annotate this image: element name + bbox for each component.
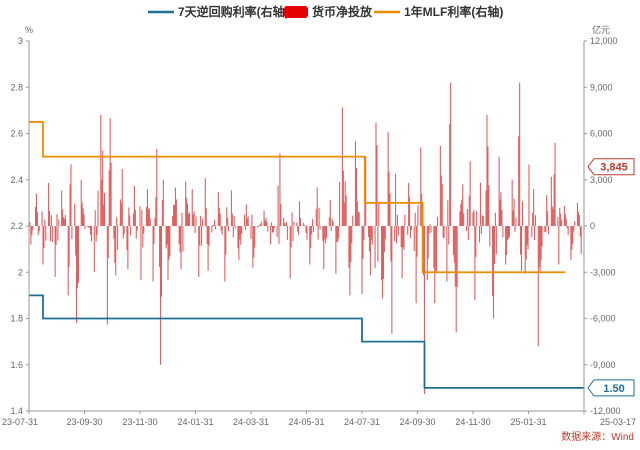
right-axis: 12,000 9,000 6,000 3,000 0 -3,000 -6,000 -9,000… — [584, 36, 621, 416]
right-axis-tick-label: -3,000 — [590, 267, 616, 277]
x-axis-tick-label: 24-09-30 — [399, 417, 435, 427]
left-axis-tick-label: 2.4 — [10, 175, 23, 185]
net-injection-callout-box — [587, 158, 635, 176]
right-axis-tick-label: 6,000 — [590, 129, 613, 139]
x-axis-tick-label: 23-11-30 — [122, 417, 157, 427]
legend-item-rr7d[interactable]: 7天逆回购利率(右轴) — [148, 4, 289, 19]
x-axis-tick-label: 25-01-31 — [510, 417, 546, 427]
right-axis-tick-label: 12,000 — [590, 36, 618, 46]
rr7d-line — [29, 294, 584, 389]
left-axis-tick-label: 2.2 — [10, 221, 23, 231]
left-axis-tick-label: 1.6 — [10, 360, 23, 370]
x-axis-tick-label: 23-07-31 — [2, 417, 38, 427]
left-axis-tick-label: 3 — [18, 36, 23, 46]
rate-lines — [29, 121, 584, 389]
left-axis-tick-label: 1.8 — [10, 314, 23, 324]
legend-item-net-injection[interactable]: 货币净投放 — [284, 4, 373, 19]
x-axis-tick-label: 25-03-17 — [600, 417, 636, 427]
left-axis-tick-label: 2.8 — [10, 82, 23, 92]
data-source: 数据来源：Wind — [561, 430, 634, 443]
rr7d-callout-box — [587, 379, 635, 397]
legend-label-rr7d: 7天逆回购利率(右轴) — [178, 4, 289, 19]
right-axis-tick-label: 0 — [590, 221, 595, 231]
legend-swatch-net-injection — [284, 6, 308, 18]
net-injection-bars — [28, 82, 585, 395]
left-axis-tick-label: 2.6 — [10, 129, 23, 139]
right-axis-tick-label: 9,000 — [590, 82, 613, 92]
legend-label-net-injection: 货币净投放 — [312, 4, 373, 19]
left-axis-tick-label: 2 — [18, 267, 23, 277]
left-axis-tick-label: 1.4 — [10, 406, 23, 416]
right-axis-unit: 亿元 — [592, 24, 610, 35]
legend-label-mlf1y: 1年MLF利率(右轴) — [404, 4, 503, 19]
x-axis-tick-label: 24-01-31 — [177, 417, 213, 427]
x-axis: 23-07-31 23-09-30 23-11-30 24-01-31 24-03-31… — [2, 411, 636, 427]
value-callouts: 3,845 1.50 — [587, 158, 635, 397]
rr7d-callout-label: 1.50 — [603, 383, 624, 395]
x-axis-tick-label: 24-07-31 — [344, 417, 380, 427]
left-axis: 3 2.8 2.6 2.4 2.2 2 1.8 1.6 1.4 — [10, 36, 29, 416]
right-axis-tick-label: 3,000 — [590, 175, 613, 185]
legend: 7天逆回购利率(右轴) 货币净投放 1年MLF利率(右轴) — [148, 4, 503, 19]
x-axis-tick-label: 24-03-31 — [233, 417, 269, 427]
net-injection-callout-label: 3,845 — [600, 162, 628, 174]
right-axis-tick-label: -6,000 — [590, 314, 616, 324]
x-axis-tick-label: 24-11-30 — [455, 417, 490, 427]
left-axis-unit: % — [25, 25, 33, 35]
mlf1y-line — [29, 121, 566, 274]
right-axis-tick-label: -9,000 — [590, 360, 616, 370]
x-axis-tick-label: 23-09-30 — [66, 417, 102, 427]
x-axis-tick-label: 24-05-31 — [288, 417, 324, 427]
right-axis-tick-label: -12,000 — [590, 406, 621, 416]
legend-item-mlf1y[interactable]: 1年MLF利率(右轴) — [374, 4, 503, 19]
